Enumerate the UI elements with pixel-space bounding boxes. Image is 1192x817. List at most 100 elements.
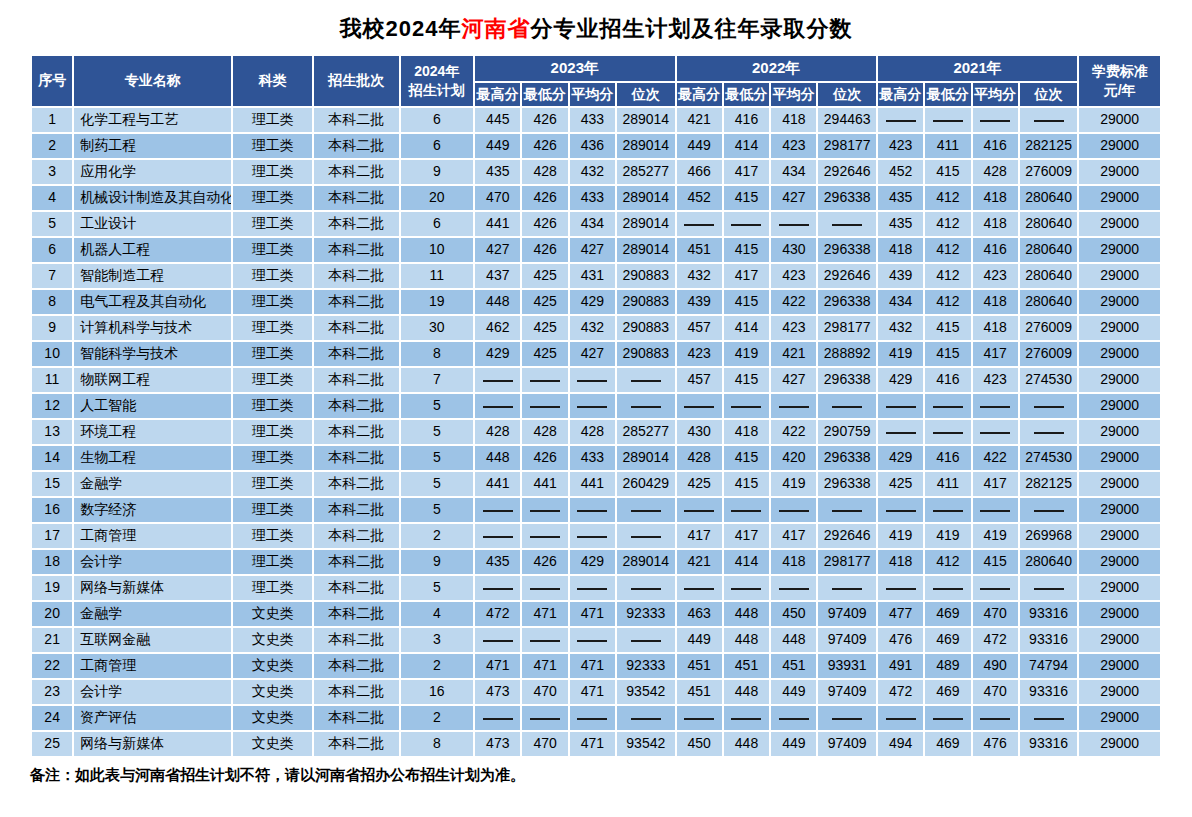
data-cell: 29000 — [1079, 472, 1160, 496]
data-cell: 理工类 — [233, 368, 312, 392]
data-cell: 415 — [724, 238, 769, 262]
data-cell: 426 — [522, 550, 567, 574]
table-row: 3应用化学理工类本科二批9435428432285277466417434292… — [32, 160, 1160, 184]
data-cell: 416 — [973, 134, 1018, 158]
table-row: 13环境工程理工类本科二批542842842828527743041842229… — [32, 420, 1160, 444]
data-cell: 理工类 — [233, 498, 312, 522]
data-cell: 理工类 — [233, 446, 312, 470]
no-data-dash — [832, 718, 862, 720]
data-cell — [724, 498, 769, 522]
data-cell — [475, 706, 520, 730]
data-cell: 427 — [771, 368, 816, 392]
data-cell: 470 — [973, 680, 1018, 704]
no-data-dash — [933, 120, 963, 122]
data-cell — [570, 394, 615, 418]
data-cell: 280640 — [1020, 264, 1077, 288]
no-data-dash — [779, 510, 809, 512]
data-cell — [1020, 420, 1077, 444]
data-cell: 449 — [771, 680, 816, 704]
data-cell: 415 — [724, 290, 769, 314]
table-row: 19网络与新媒体理工类本科二批529000 — [32, 576, 1160, 600]
data-cell: 471 — [475, 654, 520, 678]
data-cell: 452 — [878, 160, 923, 184]
no-data-dash — [980, 120, 1010, 122]
data-cell: 29000 — [1079, 316, 1160, 340]
data-cell: 417 — [771, 524, 816, 548]
data-cell: 448 — [475, 290, 520, 314]
data-cell: 260429 — [617, 472, 674, 496]
data-cell: 472 — [878, 680, 923, 704]
data-cell — [818, 706, 875, 730]
data-cell: 本科二批 — [314, 498, 399, 522]
data-cell: 471 — [570, 654, 615, 678]
data-cell: 296338 — [818, 290, 875, 314]
data-cell: 439 — [878, 264, 923, 288]
data-cell: 14 — [32, 446, 72, 470]
data-cell: 427 — [771, 186, 816, 210]
data-cell: 415 — [973, 550, 1018, 574]
data-cell — [878, 706, 923, 730]
data-cell: 418 — [973, 290, 1018, 314]
data-cell: 425 — [522, 290, 567, 314]
data-cell — [925, 706, 970, 730]
data-cell: 10 — [32, 342, 72, 366]
data-cell: 423 — [973, 368, 1018, 392]
data-cell: 471 — [570, 732, 615, 756]
data-cell: 11 — [32, 368, 72, 392]
data-cell: 290759 — [818, 420, 875, 444]
table-row: 8电气工程及其自动化理工类本科二批19448425429290883439415… — [32, 290, 1160, 314]
data-cell: 29000 — [1079, 654, 1160, 678]
data-cell: 文史类 — [233, 706, 312, 730]
col-header-major: 专业名称 — [74, 56, 231, 106]
data-cell: 418 — [724, 420, 769, 444]
data-cell: 29000 — [1079, 342, 1160, 366]
data-cell: 理工类 — [233, 108, 312, 132]
data-cell: 296338 — [818, 472, 875, 496]
data-cell: 448 — [724, 732, 769, 756]
no-data-dash — [886, 120, 916, 122]
data-cell: 9 — [401, 160, 474, 184]
data-cell: 469 — [925, 628, 970, 652]
col-subheader: 位次 — [818, 83, 875, 106]
no-data-dash — [933, 718, 963, 720]
data-cell: 15 — [32, 472, 72, 496]
data-cell: 本科二批 — [314, 238, 399, 262]
data-cell: 415 — [724, 186, 769, 210]
data-cell: 435 — [475, 160, 520, 184]
data-cell — [878, 420, 923, 444]
data-cell: 412 — [925, 550, 970, 574]
data-cell: 本科二批 — [314, 706, 399, 730]
data-cell — [570, 628, 615, 652]
data-cell: 文史类 — [233, 680, 312, 704]
no-data-dash — [483, 588, 513, 590]
data-cell: 6 — [401, 108, 474, 132]
data-cell: 423 — [771, 316, 816, 340]
data-cell: 29000 — [1079, 238, 1160, 262]
major-name-cell: 人工智能 — [74, 394, 231, 418]
no-data-dash — [631, 536, 661, 538]
data-cell: 419 — [878, 342, 923, 366]
data-cell: 16 — [401, 680, 474, 704]
data-cell: 415 — [724, 446, 769, 470]
data-cell: 418 — [878, 550, 923, 574]
year-group-2022: 2022年 — [677, 56, 876, 81]
no-data-dash — [530, 380, 560, 382]
data-cell: 411 — [925, 472, 970, 496]
data-cell: 473 — [475, 732, 520, 756]
table-row: 18会计学理工类本科二批9435426429289014421414418298… — [32, 550, 1160, 574]
data-cell: 292646 — [818, 160, 875, 184]
data-cell: 418 — [973, 316, 1018, 340]
data-cell — [677, 394, 722, 418]
data-cell: 5 — [401, 420, 474, 444]
data-cell: 470 — [522, 680, 567, 704]
data-cell — [522, 498, 567, 522]
no-data-dash — [577, 640, 607, 642]
data-cell: 418 — [973, 186, 1018, 210]
data-cell: 426 — [522, 134, 567, 158]
no-data-dash — [886, 432, 916, 434]
no-data-dash — [886, 510, 916, 512]
major-name-cell: 应用化学 — [74, 160, 231, 184]
data-cell: 434 — [771, 160, 816, 184]
data-cell: 269968 — [1020, 524, 1077, 548]
data-cell: 2 — [401, 706, 474, 730]
